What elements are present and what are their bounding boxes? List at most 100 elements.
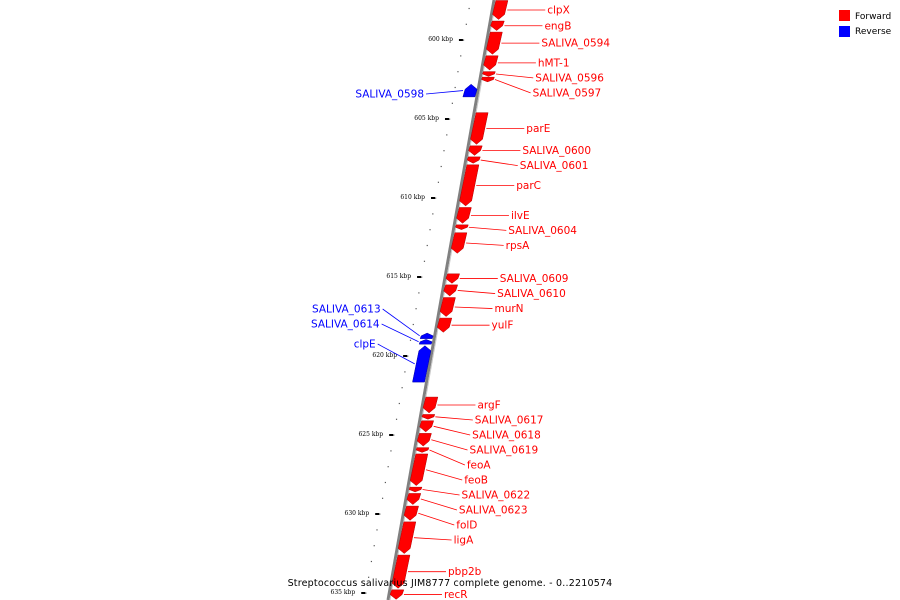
minor-tick-mark — [418, 292, 420, 294]
gene-label-feob: feoB — [464, 474, 488, 486]
tick-label: 625 kbp — [358, 431, 383, 438]
genome-caption: Streptococcus salivarius JIM8777 complet… — [287, 578, 613, 589]
tick-label: 630 kbp — [345, 510, 370, 517]
gene-feature-engb — [490, 20, 505, 31]
gene-leader-line — [420, 498, 458, 511]
gene-feature-recr — [389, 589, 405, 600]
tick-label: 600 kbp — [428, 36, 453, 43]
minor-tick-mark — [465, 23, 467, 25]
gene-label-saliva_0594: SALIVA_0594 — [541, 38, 610, 50]
legend-forward-label: Forward — [855, 12, 891, 22]
gene-leader-line — [377, 343, 415, 365]
gene-feature-saliva_0613 — [419, 332, 434, 339]
gene-feature-parc — [459, 164, 480, 207]
legend-reverse-swatch — [839, 26, 850, 37]
gene-label-parc: parC — [516, 180, 541, 192]
major-tick-mark — [417, 276, 422, 278]
gene-leader-line — [425, 469, 463, 481]
minor-tick-mark — [401, 387, 403, 389]
gene-feature-murn — [439, 297, 456, 317]
gene-label-fold: folD — [456, 519, 477, 531]
minor-tick-mark — [429, 229, 431, 231]
gene-feature-feoa — [415, 447, 430, 453]
minor-tick-mark — [412, 323, 414, 326]
minor-tick-mark — [457, 71, 459, 73]
gene-leader-line — [422, 489, 460, 496]
minor-tick-mark — [435, 197, 437, 199]
gene-feature-saliva_0594 — [486, 31, 503, 55]
gene-feature-yulf — [437, 317, 453, 333]
gene-feature-clpe — [412, 345, 432, 383]
minor-tick-mark — [451, 102, 453, 104]
gene-label-saliva_0597: SALIVA_0597 — [533, 87, 602, 99]
gene-feature-ilve — [456, 207, 472, 224]
gene-feature-pbp2b — [391, 554, 411, 589]
gene-label-saliva_0609: SALIVA_0609 — [500, 273, 569, 285]
gene-label-pbp2b: pbp2b — [448, 566, 482, 578]
minor-tick-mark — [415, 308, 417, 310]
gene-label-saliva_0619: SALIVA_0619 — [470, 444, 539, 456]
major-tick-mark — [458, 39, 463, 41]
gene-label-liga: ligA — [454, 534, 474, 546]
gene-feature-saliva_0614 — [418, 339, 433, 345]
gene-leader-line — [480, 159, 518, 166]
minor-tick-mark — [407, 355, 409, 357]
gene-leader-line — [466, 242, 504, 246]
minor-ticks — [365, 7, 470, 594]
gene-labels: SALIVA_0590clpXengBSALIVA_0594hMT-1SALIV… — [311, 4, 610, 600]
minor-tick-mark — [373, 545, 375, 547]
gene-feature-saliva_0609 — [445, 273, 460, 284]
gene-label-saliva_0614: SALIVA_0614 — [311, 319, 380, 331]
gene-label-saliva_0618: SALIVA_0618 — [472, 429, 541, 441]
gene-feature-saliva_0598 — [462, 83, 478, 98]
minor-tick-mark — [398, 402, 400, 405]
minor-tick-mark — [381, 497, 384, 499]
gene-label-hmt-1: hMT-1 — [538, 57, 570, 69]
minor-tick-mark — [448, 118, 451, 120]
gene-feature-saliva_0610 — [443, 284, 459, 297]
major-tick-mark — [444, 118, 449, 120]
minor-tick-mark — [443, 150, 445, 152]
gene-label-murn: murN — [494, 303, 523, 315]
legend-reverse-label: Reverse — [855, 27, 892, 37]
minor-tick-mark — [384, 481, 386, 484]
gene-label-saliva_0610: SALIVA_0610 — [497, 288, 566, 300]
gene-features — [389, 0, 509, 600]
minor-tick-mark — [462, 39, 465, 41]
gene-feature-saliva_0596 — [482, 71, 496, 77]
minor-tick-mark — [390, 450, 392, 452]
gene-label-clpx: clpX — [547, 4, 570, 16]
tick-label: 610 kbp — [400, 194, 425, 201]
major-tick-mark — [375, 513, 380, 515]
gene-leader-line — [413, 537, 452, 541]
gene-feature-fold — [403, 505, 419, 521]
minor-tick-mark — [368, 576, 370, 578]
gene-label-clpe: clpE — [354, 339, 376, 351]
gene-label-saliva_0596: SALIVA_0596 — [535, 72, 604, 84]
minor-tick-mark — [423, 260, 426, 262]
tick-label: 635 kbp — [331, 589, 356, 596]
gene-leader-line — [435, 416, 473, 421]
minor-tick-mark — [460, 55, 462, 57]
minor-tick-mark — [440, 165, 442, 168]
gene-label-rpsa: rpsA — [506, 240, 530, 252]
gene-label-saliva_0598: SALIVA_0598 — [355, 89, 424, 101]
gene-feature-saliva_0622 — [408, 486, 423, 493]
gene-label-ilve: ilvE — [511, 210, 530, 222]
gene-feature-clpx — [492, 0, 509, 20]
minor-tick-mark — [395, 418, 398, 420]
gene-label-saliva_0622: SALIVA_0622 — [462, 489, 531, 501]
minor-tick-mark — [409, 339, 412, 341]
minor-tick-mark — [365, 592, 367, 594]
gene-feature-saliva_0618 — [419, 420, 435, 433]
gene-leader-line — [431, 439, 468, 451]
gene-leader-line — [454, 306, 493, 309]
gene-label-recr: recR — [444, 589, 468, 600]
gene-label-saliva_0623: SALIVA_0623 — [459, 504, 528, 516]
gene-feature-saliva_0623 — [406, 493, 422, 505]
legend-graphic: Forward Reverse — [839, 10, 892, 37]
gene-leader-line — [433, 425, 471, 436]
gene-leader-line — [494, 79, 531, 94]
gene-leader-line — [381, 323, 419, 343]
